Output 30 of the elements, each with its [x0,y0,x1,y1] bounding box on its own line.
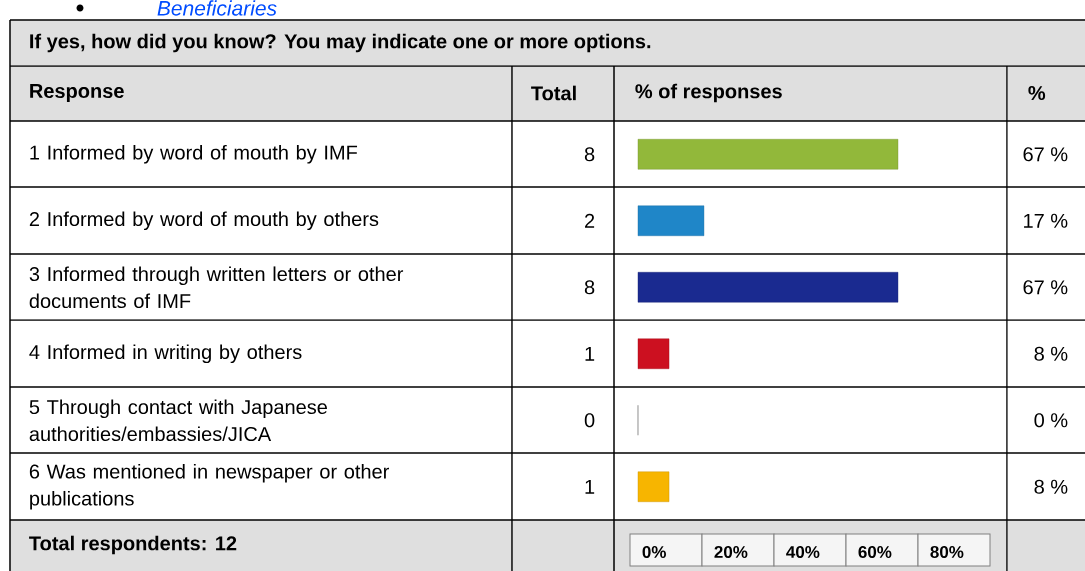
text: 8 [584,147,595,162]
text: Total respondents: 12 [29,535,237,555]
text: Beneficiaries [157,0,277,16]
text: 1 [585,479,595,494]
y-tick-label: 1 Informed by word of mouth by IMF [30,144,358,164]
text: 60% [858,545,892,559]
text: 80% [930,545,964,559]
data-label: 8 % [1034,479,1068,494]
y-tick-label: 4 Informed in writing by others [29,344,302,364]
text: 2 [585,213,595,228]
y-axis-title: Response [30,84,124,102]
y-tick-label: 2 Informed by word of mouth by others [29,211,379,231]
text: 8 [584,280,595,295]
y-tick-label: 5 Through contact with Japanese authorities/embassies/JICA [29,399,327,442]
text: 0 [584,413,595,428]
x-axis-title: % of responses [635,83,782,103]
text: If yes, how did you know? You may indicate one or more options. [30,33,651,53]
text: 20% [714,545,748,559]
text: 40% [786,545,820,559]
data-label: 67 % [1023,280,1068,295]
data-label: 0 % [1034,413,1068,428]
data-label: 17 % [1024,213,1068,228]
y-tick-label: 6 Was mentioned in newspaper or other publications [29,463,389,510]
data-label: 67 % [1023,147,1068,162]
text: % [1028,85,1046,101]
data-label: 8 % [1034,346,1068,361]
text: 0% [642,545,666,559]
text: Total [531,85,576,101]
text: 1 [585,346,595,361]
y-tick-label: 3 Informed through written letters or other documents of IMF [29,266,404,309]
